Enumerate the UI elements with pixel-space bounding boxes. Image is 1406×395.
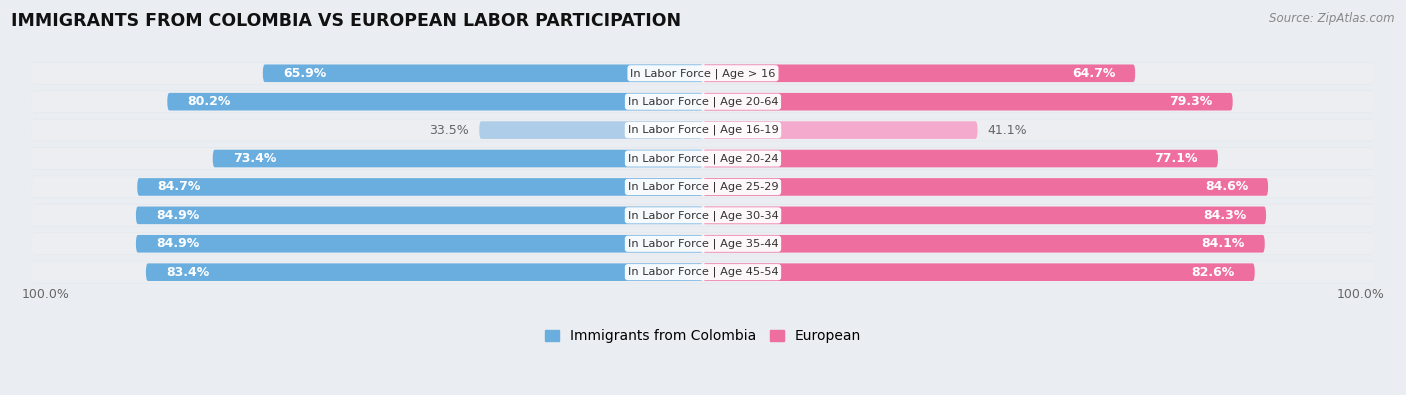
Text: 82.6%: 82.6% — [1191, 266, 1234, 279]
FancyBboxPatch shape — [703, 263, 1254, 281]
Text: 84.1%: 84.1% — [1201, 237, 1244, 250]
Text: 79.3%: 79.3% — [1170, 95, 1212, 108]
Text: 84.3%: 84.3% — [1202, 209, 1246, 222]
FancyBboxPatch shape — [212, 150, 703, 167]
Text: IMMIGRANTS FROM COLOMBIA VS EUROPEAN LABOR PARTICIPATION: IMMIGRANTS FROM COLOMBIA VS EUROPEAN LAB… — [11, 12, 682, 30]
FancyBboxPatch shape — [703, 93, 1233, 111]
FancyBboxPatch shape — [32, 261, 1374, 283]
Text: 84.7%: 84.7% — [157, 181, 201, 194]
FancyBboxPatch shape — [703, 121, 977, 139]
Text: In Labor Force | Age 35-44: In Labor Force | Age 35-44 — [627, 239, 779, 249]
Text: 100.0%: 100.0% — [21, 288, 69, 301]
Text: 41.1%: 41.1% — [987, 124, 1028, 137]
Text: 77.1%: 77.1% — [1154, 152, 1198, 165]
Text: In Labor Force | Age 45-54: In Labor Force | Age 45-54 — [627, 267, 779, 277]
Text: 84.6%: 84.6% — [1205, 181, 1249, 194]
FancyBboxPatch shape — [32, 176, 1374, 198]
FancyBboxPatch shape — [479, 121, 703, 139]
FancyBboxPatch shape — [703, 207, 1265, 224]
FancyBboxPatch shape — [32, 91, 1374, 112]
FancyBboxPatch shape — [32, 232, 1374, 255]
Text: 84.9%: 84.9% — [156, 237, 200, 250]
Text: 64.7%: 64.7% — [1071, 67, 1115, 80]
Text: In Labor Force | Age 20-24: In Labor Force | Age 20-24 — [627, 153, 779, 164]
FancyBboxPatch shape — [703, 64, 1135, 82]
Text: 33.5%: 33.5% — [429, 124, 470, 137]
Text: 84.9%: 84.9% — [156, 209, 200, 222]
FancyBboxPatch shape — [32, 147, 1374, 170]
FancyBboxPatch shape — [703, 235, 1265, 252]
Text: In Labor Force | Age 30-34: In Labor Force | Age 30-34 — [627, 210, 779, 220]
FancyBboxPatch shape — [32, 90, 1374, 113]
Text: In Labor Force | Age > 16: In Labor Force | Age > 16 — [630, 68, 776, 79]
FancyBboxPatch shape — [32, 62, 1374, 85]
Text: In Labor Force | Age 20-64: In Labor Force | Age 20-64 — [627, 96, 779, 107]
FancyBboxPatch shape — [32, 205, 1374, 226]
FancyBboxPatch shape — [136, 235, 703, 252]
Text: 83.4%: 83.4% — [166, 266, 209, 279]
Text: In Labor Force | Age 25-29: In Labor Force | Age 25-29 — [627, 182, 779, 192]
Text: Source: ZipAtlas.com: Source: ZipAtlas.com — [1270, 12, 1395, 25]
Text: 73.4%: 73.4% — [233, 152, 276, 165]
FancyBboxPatch shape — [703, 150, 1218, 167]
FancyBboxPatch shape — [32, 233, 1374, 254]
FancyBboxPatch shape — [32, 148, 1374, 169]
FancyBboxPatch shape — [32, 261, 1374, 284]
Text: 100.0%: 100.0% — [1337, 288, 1385, 301]
FancyBboxPatch shape — [138, 178, 703, 196]
Text: 80.2%: 80.2% — [187, 95, 231, 108]
FancyBboxPatch shape — [32, 119, 1374, 141]
FancyBboxPatch shape — [263, 64, 703, 82]
FancyBboxPatch shape — [32, 119, 1374, 141]
FancyBboxPatch shape — [136, 207, 703, 224]
FancyBboxPatch shape — [32, 63, 1374, 84]
FancyBboxPatch shape — [703, 178, 1268, 196]
Text: In Labor Force | Age 16-19: In Labor Force | Age 16-19 — [627, 125, 779, 135]
Text: 65.9%: 65.9% — [283, 67, 326, 80]
FancyBboxPatch shape — [146, 263, 703, 281]
Legend: Immigrants from Colombia, European: Immigrants from Colombia, European — [544, 329, 862, 344]
FancyBboxPatch shape — [32, 204, 1374, 227]
FancyBboxPatch shape — [167, 93, 703, 111]
FancyBboxPatch shape — [32, 175, 1374, 198]
